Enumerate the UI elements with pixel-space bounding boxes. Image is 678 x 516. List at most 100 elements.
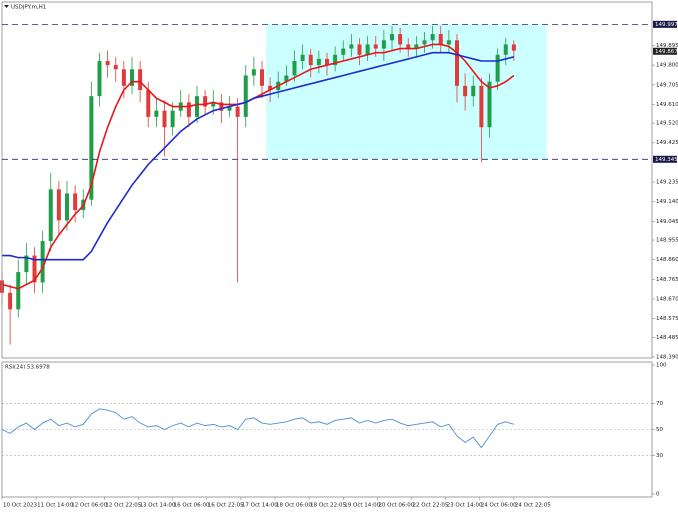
candle-body xyxy=(373,44,378,49)
candle-body xyxy=(48,189,53,242)
y-tick-label: 148.390 xyxy=(656,354,678,360)
candle-body xyxy=(65,193,69,221)
candle-body xyxy=(243,75,248,117)
y-tick-label: 149.140 xyxy=(656,199,678,205)
candle-body xyxy=(422,40,427,45)
candle-body xyxy=(349,44,354,49)
candle-body xyxy=(381,40,386,49)
candle-body xyxy=(260,69,264,86)
candle-body xyxy=(219,102,224,111)
rsi-tick-label: 100 xyxy=(656,363,667,369)
candle-body xyxy=(105,60,110,66)
y-tick-label: 148.765 xyxy=(656,277,678,283)
moving-average xyxy=(2,51,515,261)
level-label: 149.345 xyxy=(655,157,678,163)
candle-body xyxy=(430,34,435,41)
candle-body xyxy=(16,272,21,310)
candle-body xyxy=(333,54,338,66)
candle-body xyxy=(438,34,443,45)
x-tick-label: 18 Oct 22:05 xyxy=(310,503,346,509)
candle-body xyxy=(121,69,126,86)
y-tick-label: 149.045 xyxy=(656,219,678,225)
level-label-box xyxy=(653,155,677,163)
candle-body xyxy=(487,81,492,128)
candle-body xyxy=(227,106,232,111)
y-tick-label: 149.610 xyxy=(656,102,678,108)
candle-body xyxy=(390,34,394,41)
candle-body xyxy=(8,292,13,310)
candle-body xyxy=(503,44,508,55)
x-tick-label: 11 Oct 14:00 xyxy=(37,503,73,509)
candle-body xyxy=(463,85,468,97)
level-label: 149.997 xyxy=(655,22,678,28)
x-tick-label: 12 Oct 22:05 xyxy=(105,503,141,509)
x-tick-label: 24 Oct 06:00 xyxy=(481,503,517,509)
y-tick-label: 148.575 xyxy=(656,316,678,322)
candle-body xyxy=(284,75,289,82)
x-tick-label: 16 Oct 22:05 xyxy=(208,503,244,509)
rsi-line xyxy=(1,408,515,449)
x-tick-label: 17 Oct 14:00 xyxy=(242,503,278,509)
candle-body xyxy=(73,193,78,211)
candle-body xyxy=(97,60,102,97)
x-tick-label: 12 Oct 06:00 xyxy=(71,503,107,509)
y-tick-label: 148.485 xyxy=(656,335,678,341)
candle-body xyxy=(446,40,451,45)
candle-body xyxy=(203,96,208,107)
y-tick-label: 149.895 xyxy=(656,43,678,49)
candle-body xyxy=(40,241,45,283)
candle-body xyxy=(268,85,273,90)
candle-body xyxy=(138,69,143,90)
candle-body xyxy=(130,69,134,86)
x-tick-label: 20 Oct 06:00 xyxy=(378,503,414,509)
candle-body xyxy=(235,106,240,117)
candle-body xyxy=(365,44,370,55)
price-label: 149.867 xyxy=(655,49,678,55)
candle-body xyxy=(316,58,321,66)
candle-body xyxy=(146,89,151,117)
y-tick-label: 148.670 xyxy=(656,297,678,303)
candle-body xyxy=(308,54,313,66)
x-tick-label: 10 Oct 2023 xyxy=(3,503,38,509)
candle-body xyxy=(211,102,216,107)
candle-body xyxy=(414,44,419,49)
candle-body xyxy=(186,102,191,117)
x-tick-label: 22 Oct 22:05 xyxy=(413,503,449,509)
candle-body xyxy=(154,110,159,117)
x-tick-label: 18 Oct 06:00 xyxy=(276,503,312,509)
level-label-box xyxy=(653,20,677,28)
candle-body xyxy=(32,255,37,283)
candle-body xyxy=(325,58,329,66)
candle-body xyxy=(398,34,403,45)
x-tick-label: 23 Oct 14:00 xyxy=(447,503,483,509)
moving-average xyxy=(1,43,515,290)
rsi-title: RSI(24) 53.6978 xyxy=(5,365,50,371)
x-tick-label: 16 Oct 06:00 xyxy=(174,503,210,509)
price-label-box xyxy=(653,47,677,55)
chart-title: USDJPY.m,H1 xyxy=(11,5,46,11)
x-tick-label: 24 Oct 22:05 xyxy=(515,503,551,509)
candle-body xyxy=(341,48,346,55)
candle-body xyxy=(479,85,484,128)
price-panel xyxy=(0,24,547,345)
price-frame xyxy=(1,1,653,359)
y-tick-label: 149.705 xyxy=(656,82,678,88)
candle-body xyxy=(162,110,167,128)
x-tick-label: 13 Oct 14:00 xyxy=(140,503,176,509)
candle-body xyxy=(251,69,256,76)
title-arrow xyxy=(4,5,9,8)
candle-body xyxy=(24,255,29,273)
rsi-tick-label: 30 xyxy=(656,453,663,459)
candle-body xyxy=(471,85,476,97)
candle-body xyxy=(170,110,175,128)
y-tick-label: 149.235 xyxy=(656,180,678,186)
candle-body xyxy=(357,44,362,55)
rsi-tick-label: 50 xyxy=(656,427,663,433)
y-tick-label: 149.425 xyxy=(656,140,678,146)
candle-body xyxy=(455,40,459,86)
rsi-tick-label: 0 xyxy=(656,492,660,498)
candle-body xyxy=(89,96,94,200)
candle-body xyxy=(300,54,305,61)
y-tick-label: 149.520 xyxy=(656,121,678,127)
candle-body xyxy=(195,96,199,117)
